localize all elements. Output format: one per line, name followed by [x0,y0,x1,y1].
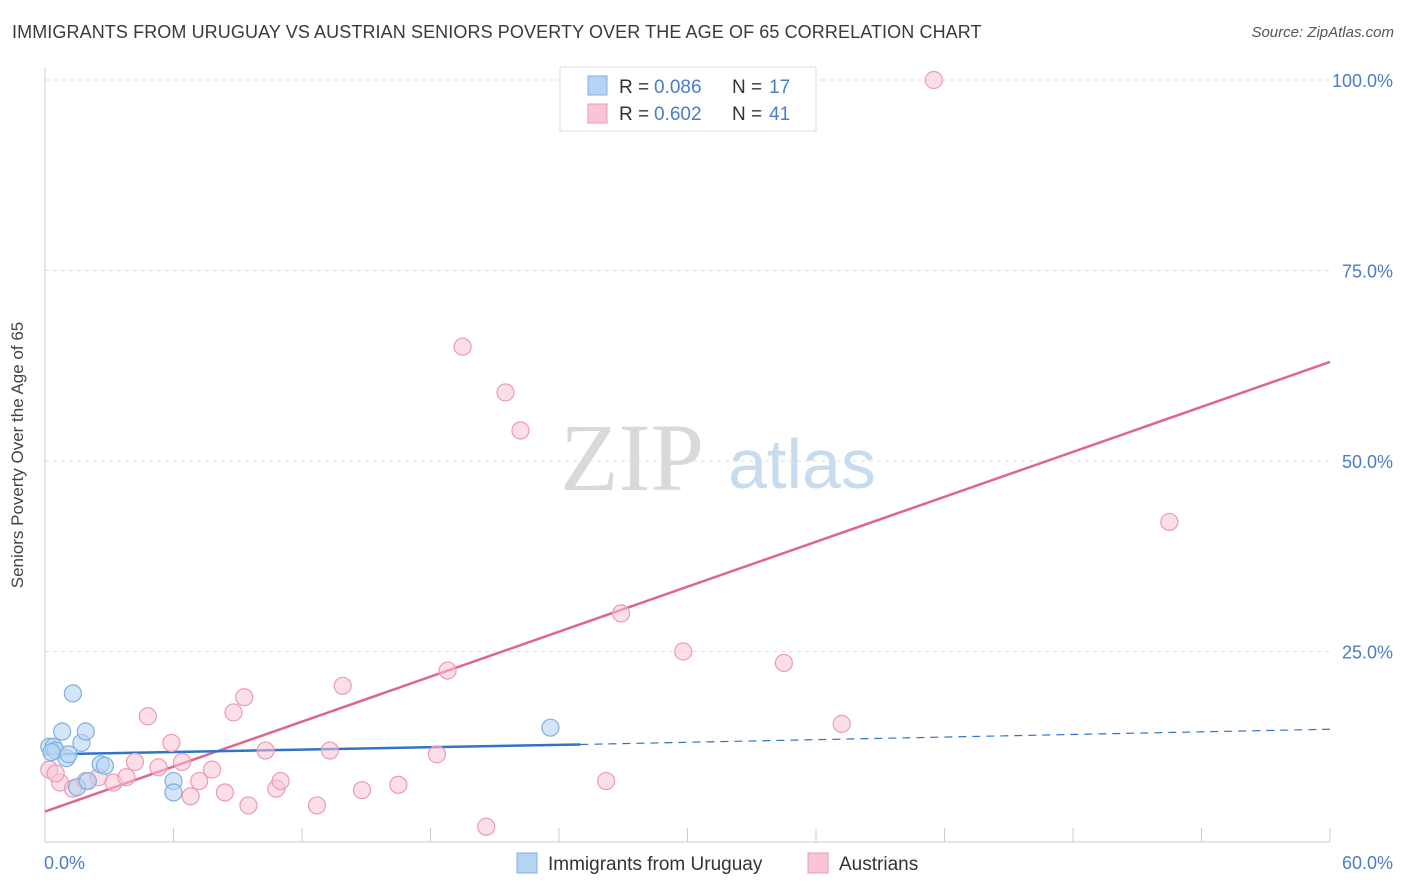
trend-line-austrians [44,360,1331,813]
legend-r-value-austrians: 0.602 [654,104,702,125]
y-tick-label-1: 50.0% [1342,452,1393,472]
point-uruguay-15 [541,718,560,737]
point-austrians-21 [271,771,290,791]
point-austrians-7 [125,752,145,772]
point-austrians-34 [612,604,631,623]
axes [44,68,1331,843]
legend-r-label-uruguay: R = [619,77,649,98]
y-tick-label-0: 25.0% [1342,643,1393,663]
point-austrians-35 [674,642,693,661]
point-austrians-6 [117,768,136,787]
point-austrians-17 [235,688,254,707]
x-tick-label-1: 60.0% [1342,853,1393,873]
point-austrians-19 [256,741,275,760]
y-tick-label-2: 75.0% [1342,262,1393,282]
point-austrians-31 [496,383,515,402]
legend-swatch-austrians [587,103,608,124]
point-austrians-15 [215,783,234,802]
trend-line-uruguay [44,743,581,756]
bottom-legend-swatch-austrians [807,852,829,874]
legend-n-value-uruguay: 17 [769,77,790,98]
point-austrians-24 [333,676,352,695]
point-austrians-11 [172,752,192,772]
legend-r-label-austrians: R = [619,104,649,125]
point-uruguay-16 [42,742,61,762]
watermark-zip: ZIP [560,404,704,511]
watermark-atlas: atlas [728,425,876,503]
point-austrians-40 [46,764,65,783]
legend-n-value-austrians: 41 [769,104,790,125]
watermark: ZIP atlas [560,404,876,511]
point-uruguay-6 [63,684,82,703]
point-austrians-18 [239,796,258,815]
bottom-legend: Immigrants from Uruguay Austrians [516,852,918,875]
data-points [40,70,1179,836]
legend-swatch-uruguay [587,75,608,96]
point-austrians-33 [597,771,616,791]
point-austrians-9 [149,758,168,777]
legend: R = 0.086 N = 17 R = 0.602 N = 41 [559,66,817,132]
source-label: Source: ZipAtlas.com [1251,24,1394,41]
legend-n-label-austrians: N = [732,104,762,125]
grid [45,79,1330,652]
legend-n-label-uruguay: N = [732,77,762,98]
trend-line-uruguay-extension [580,728,1331,746]
point-uruguay-9 [76,722,95,741]
chart-title: IMMIGRANTS FROM URUGUAY VS AUSTRIAN SENI… [12,22,982,42]
trend-lines [44,360,1331,813]
point-austrians-38 [924,70,943,90]
tick-labels: 25.0% 50.0% 75.0% 100.0% 0.0% 60.0% [44,71,1393,873]
point-austrians-32 [511,421,530,440]
point-uruguay-3 [53,722,72,741]
x-tick-label-0: 0.0% [44,853,85,873]
point-austrians-10 [162,733,181,753]
point-austrians-8 [138,707,157,726]
point-austrians-26 [389,775,408,794]
point-austrians-22 [307,796,327,815]
point-austrians-16 [224,703,243,722]
point-uruguay-12 [95,756,115,775]
point-austrians-37 [832,714,851,733]
point-austrians-12 [181,787,200,806]
bottom-legend-label-austrians: Austrians [839,854,918,875]
point-austrians-39 [1160,512,1179,532]
point-uruguay-14 [164,783,183,802]
point-austrians-36 [774,653,793,673]
point-austrians-28 [438,661,457,680]
bottom-legend-label-uruguay: Immigrants from Uruguay [548,854,763,875]
point-austrians-30 [477,817,496,836]
point-austrians-23 [320,741,339,760]
point-austrians-25 [352,781,372,800]
legend-r-value-uruguay: 0.086 [654,77,702,98]
point-austrians-13 [190,771,209,791]
point-uruguay-10 [78,771,97,791]
point-austrians-29 [453,337,472,356]
point-austrians-27 [427,745,447,764]
point-austrians-14 [202,760,222,779]
y-tick-label-3: 100.0% [1332,71,1393,91]
bottom-legend-swatch-uruguay [516,852,538,874]
